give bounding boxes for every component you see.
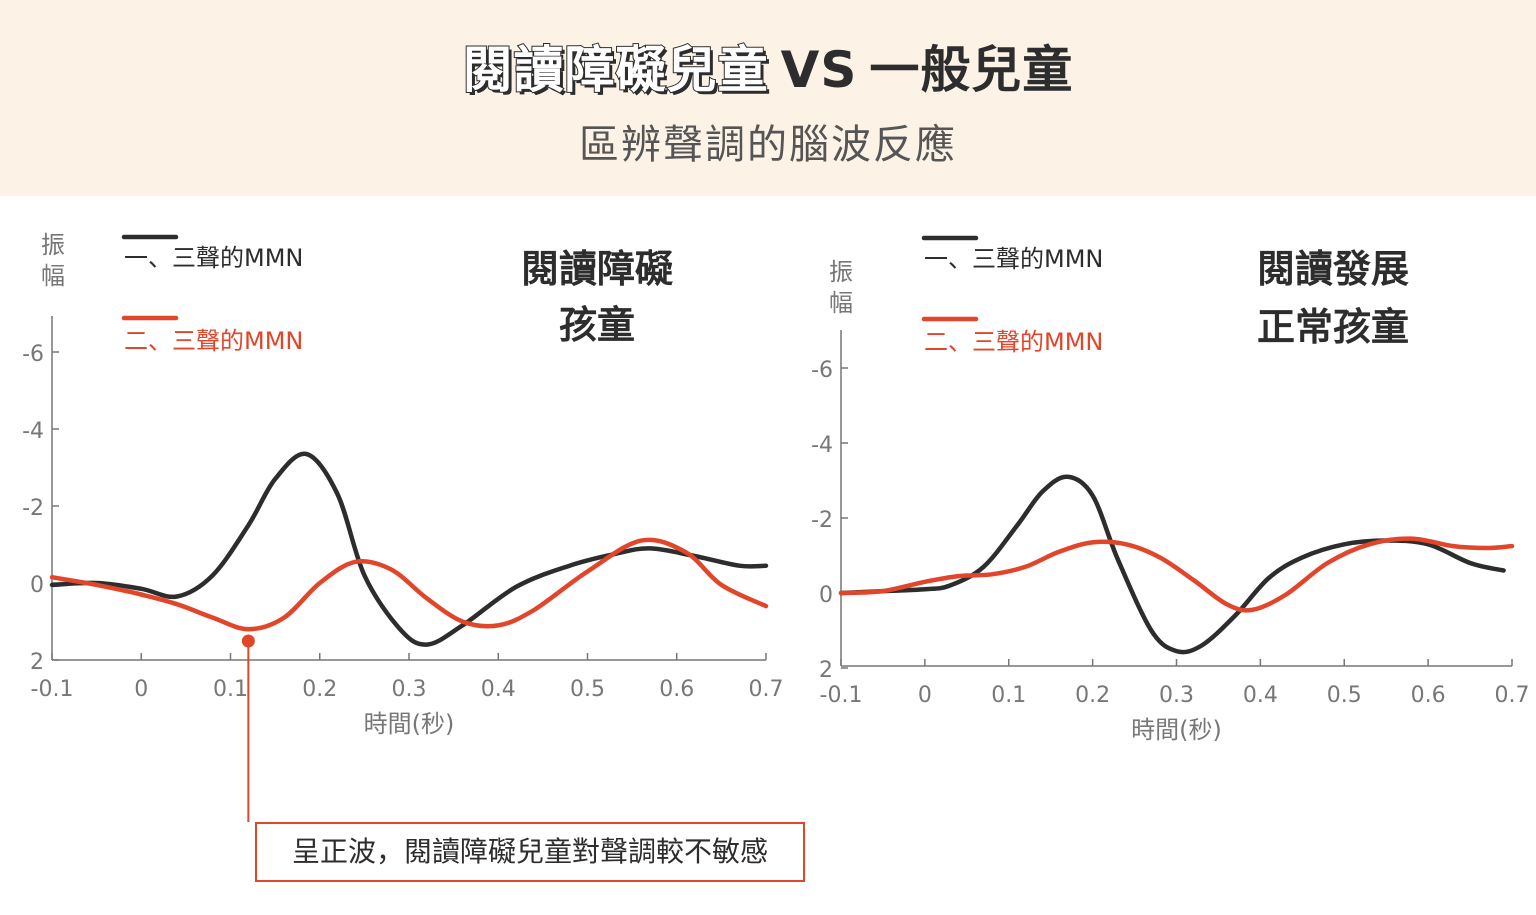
callout-note: 呈正波，閱讀障礙兒童對聲調較不敏感 [255, 822, 805, 882]
dyslexic-series-line-1 [49, 451, 769, 647]
dyslexic-y-axis-label: 振 [41, 231, 65, 259]
typical-x-tick-label: 0.4 [1243, 683, 1278, 708]
dyslexic-x-tick-label: 0.4 [481, 677, 516, 702]
title-vs: VS [780, 41, 858, 99]
typical-series-line-1 [838, 474, 1506, 655]
dyslexic-panel-title: 孩童 [559, 303, 635, 347]
title-dyslexic-children: 閱讀障礙兒童 [462, 40, 769, 100]
typical-y-tick-label: -2 [811, 508, 833, 533]
dyslexic-legend-label-1: 一、三聲的MMN [124, 244, 303, 272]
typical-x-tick-label: 0.5 [1327, 683, 1362, 708]
typical-x-tick-label: 0.1 [991, 683, 1026, 708]
dyslexic-x-tick-label: 0.6 [659, 677, 694, 702]
dyslexic-x-tick-label: 0.7 [749, 677, 784, 702]
typical-x-axis-label: 時間(秒) [1131, 716, 1222, 744]
dyslexic-y-tick-label: 0 [30, 573, 44, 598]
typical-y-tick-label: -6 [811, 358, 833, 383]
typical-panel-title: 正常孩童 [1257, 305, 1409, 349]
dyslexic-x-tick-label: 0.5 [570, 677, 605, 702]
typical-x-tick-label: 0.2 [1075, 683, 1110, 708]
typical-legend-label-2: 二、三聲的MMN [924, 328, 1103, 356]
typical-x-tick-label: -0.1 [820, 683, 863, 708]
dyslexic-x-tick-label: -0.1 [31, 677, 74, 702]
dyslexic-y-tick-label: -4 [22, 419, 44, 444]
typical-x-tick-label: 0.3 [1159, 683, 1194, 708]
typical-x-tick-label: 0.6 [1411, 683, 1446, 708]
header-banner: 閱讀障礙兒童 VS 一般兒童 區辨聲調的腦波反應 [0, 0, 1536, 196]
typical-x-tick-label: 0 [918, 683, 932, 708]
typical-legend-label-1: 一、三聲的MMN [924, 245, 1103, 273]
dyslexic-y-tick-label: 2 [30, 650, 44, 675]
title-typical-children: 一般兒童 [869, 41, 1074, 99]
typical-series-line-2 [838, 536, 1515, 613]
typical-y-tick-label: 2 [819, 658, 833, 683]
typical-y-axis-label: 振 [829, 258, 853, 286]
typical-panel-title: 閱讀發展 [1257, 247, 1409, 291]
dyslexic-panel-title: 閱讀障礙 [521, 247, 673, 291]
dyslexic-x-tick-label: 0.2 [302, 677, 337, 702]
dyslexic-y-tick-label: -2 [22, 496, 44, 521]
typical-y-tick-label: 0 [819, 583, 833, 608]
dyslexic-y-axis-label: 幅 [41, 262, 65, 290]
typical-y-axis-label: 幅 [829, 289, 853, 317]
typical-x-tick-label: 0.7 [1495, 683, 1530, 708]
dyslexic-x-axis-label: 時間(秒) [364, 710, 455, 738]
dyslexic-series-line-2 [49, 537, 769, 632]
dyslexic-x-tick-label: 0.1 [213, 677, 248, 702]
dyslexic-y-tick-label: -6 [22, 342, 44, 367]
dyslexic-x-tick-label: 0 [134, 677, 148, 702]
dyslexic-legend-label-2: 二、三聲的MMN [124, 327, 303, 355]
dyslexic-x-tick-label: 0.3 [392, 677, 427, 702]
page-subtitle: 區辨聲調的腦波反應 [579, 122, 957, 168]
typical-y-tick-label: -4 [811, 433, 833, 458]
page-title: 閱讀障礙兒童 VS 一般兒童 [0, 30, 1536, 102]
